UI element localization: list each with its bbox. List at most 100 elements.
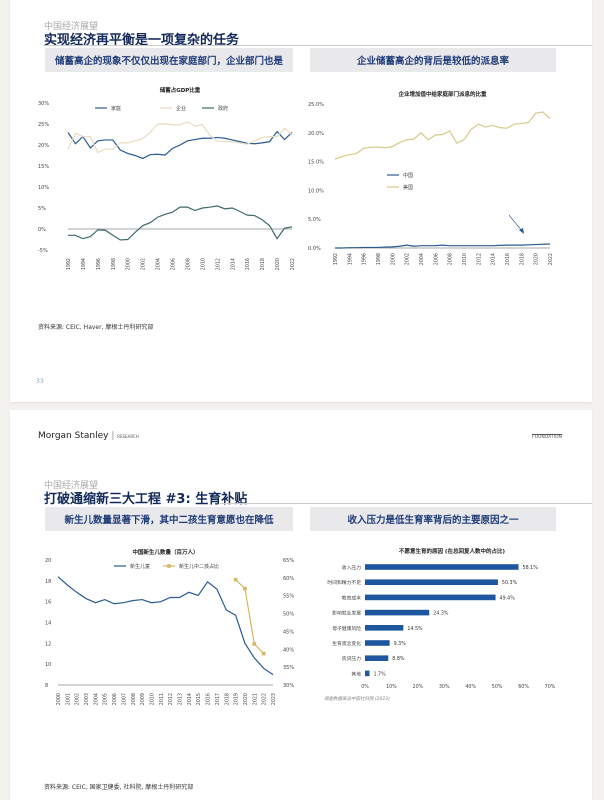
category-label: 生育观念变化: [332, 640, 361, 647]
bar: [365, 564, 519, 570]
x-tick-label: 2004: [93, 693, 99, 705]
category-label: 时间和精力不足: [327, 579, 361, 586]
brand-name: Morgan Stanley: [38, 431, 109, 441]
y-tick-label: 0.0%: [308, 246, 321, 252]
x-tick-label: 2006: [433, 253, 439, 265]
x-tick-label: 1994: [81, 258, 87, 270]
x-tick-label: 2016: [206, 693, 212, 705]
x-tick-label: 2014: [491, 253, 497, 265]
x-tick-label: 2001: [65, 693, 71, 705]
y-tick-label: 10: [45, 662, 51, 668]
divider: [44, 45, 592, 46]
page-title-2: 打破通缩新三大工程 #3: 生育补贴: [44, 492, 248, 507]
series-line-2: [68, 205, 293, 241]
divider-2: [220, 503, 592, 504]
chart-title: 不愿意生育的原因 (在总回复人数中的占比): [399, 547, 505, 555]
x-tick-label: 2018: [519, 253, 525, 265]
x-tick-label: 1996: [96, 258, 102, 270]
source-note: 资料来源: CEIC, Haver, 摩根士丹利研究部: [38, 324, 154, 331]
data-point: [252, 642, 257, 646]
legend-marker: [167, 564, 171, 568]
banner-left: 储蓄高企的现象不仅仅出现在家庭部门，企业部门也是: [45, 48, 293, 72]
chart-reasons: 不愿意生育的原因 (在总回复人数中的占比) 收入压力 58.1% 时间和精力不足 50.…: [327, 547, 556, 690]
x-tick-label: 30%: [439, 684, 450, 690]
x-tick-label: 2010: [149, 693, 155, 705]
y2-tick-label: 45%: [283, 629, 294, 635]
y-tick-label: 0%: [38, 227, 46, 233]
annotation-arrow: [508, 214, 523, 232]
y-tick-label: 5%: [38, 206, 46, 212]
series-line-1: [334, 111, 551, 160]
x-tick-label: 2004: [419, 253, 425, 265]
x-tick-label: 2009: [140, 693, 146, 705]
data-label: 8.8%: [392, 656, 405, 662]
x-tick-label: 2018: [224, 693, 230, 705]
y-tick-label: 8: [45, 683, 48, 689]
x-tick-label: 2000: [390, 253, 396, 265]
y-tick-label: 15.0%: [308, 160, 324, 166]
x-tick-label: 70%: [545, 684, 556, 690]
x-tick-label: 1994: [347, 253, 353, 265]
y2-tick-label: 60%: [283, 576, 294, 582]
category-label: 房贷压力: [342, 655, 361, 662]
x-tick-label: 2005: [103, 693, 109, 705]
section-kicker: 中国经济展望: [44, 22, 99, 32]
x-tick-label: 1996: [362, 253, 368, 265]
y-tick-label: 14: [45, 621, 51, 627]
series-line-1: [235, 579, 265, 654]
x-tick-label: 2020: [275, 258, 281, 270]
series-line-0: [57, 576, 274, 676]
chart-title: 储蓄占GDP比重: [159, 86, 201, 94]
data-point: [233, 577, 238, 582]
banner-right: 企业储蓄高企的背后是较低的派息率: [310, 48, 556, 72]
category-label: 教育成本: [342, 594, 361, 601]
x-tick-label: 2007: [121, 693, 127, 705]
x-tick-label: 2003: [84, 693, 90, 705]
x-tick-label: 2015: [196, 693, 202, 705]
arrow-head-icon: [519, 228, 524, 234]
x-tick-label: 2022: [290, 258, 296, 270]
y-tick-label: 16: [45, 600, 51, 606]
category-label: 影响就业发展: [332, 610, 361, 617]
banner-left-2: 新生儿数量显著下滑，其中二孩生育意愿也在降低: [45, 507, 293, 531]
x-tick-label: 60%: [518, 684, 529, 690]
x-tick-label: 2006: [171, 258, 177, 270]
x-tick-label: 2020: [243, 693, 249, 705]
chart-title: 企业增加值中给家庭部门派息的比重: [397, 90, 487, 98]
data-point: [243, 586, 247, 591]
x-tick-label: 2022: [548, 253, 554, 265]
brand-logo: Morgan Stanley | RESEARCH: [38, 431, 139, 441]
y2-tick-label: 40%: [283, 647, 294, 653]
page-title: 实现经济再平衡是一项复杂的任务: [44, 33, 240, 48]
source-note-2: 资料来源: CEIC, 国家卫健委, 社科院, 摩根士丹利研究部: [44, 784, 194, 791]
bar: [365, 655, 389, 661]
x-tick-label: 0%: [361, 684, 369, 690]
x-tick-label: 2006: [112, 693, 118, 705]
y-tick-label: 30%: [38, 101, 49, 107]
x-tick-label: 2012: [215, 258, 221, 270]
legend-label: 企业: [176, 105, 186, 112]
y2-tick-label: 30%: [283, 683, 294, 689]
legend-label: 家庭: [111, 105, 121, 112]
y-tick-label: 5.0%: [308, 217, 321, 223]
data-label: 9.3%: [394, 641, 407, 647]
chart-newborns: 中国新生儿数量（百万人） 8 10 12 14 16 18 20 30% 35% 40% 45% 50%…: [45, 548, 294, 705]
y2-tick-label: 50%: [283, 612, 294, 618]
category-label: 收入压力: [342, 564, 361, 571]
foundation-label: FOUNDATION: [532, 434, 562, 440]
x-tick-label: 2000: [56, 693, 62, 705]
x-tick-label: 2012: [476, 253, 482, 265]
x-tick-label: 2004: [156, 258, 162, 270]
section-kicker-2: 中国经济展望: [44, 481, 99, 491]
bar: [365, 670, 370, 677]
brand-sub: RESEARCH: [117, 434, 139, 439]
bar: [365, 594, 496, 601]
y-tick-label: 25.0%: [308, 102, 324, 108]
x-tick-label: 2021: [252, 693, 258, 705]
x-tick-label: 2008: [448, 253, 454, 265]
legend-label: 新生儿中二孩占比: [179, 563, 219, 570]
y-tick-label: 12: [45, 641, 51, 647]
data-label: 49.4%: [500, 595, 516, 601]
y-tick-label: 20%: [38, 143, 49, 149]
x-tick-label: 2022: [262, 693, 268, 705]
